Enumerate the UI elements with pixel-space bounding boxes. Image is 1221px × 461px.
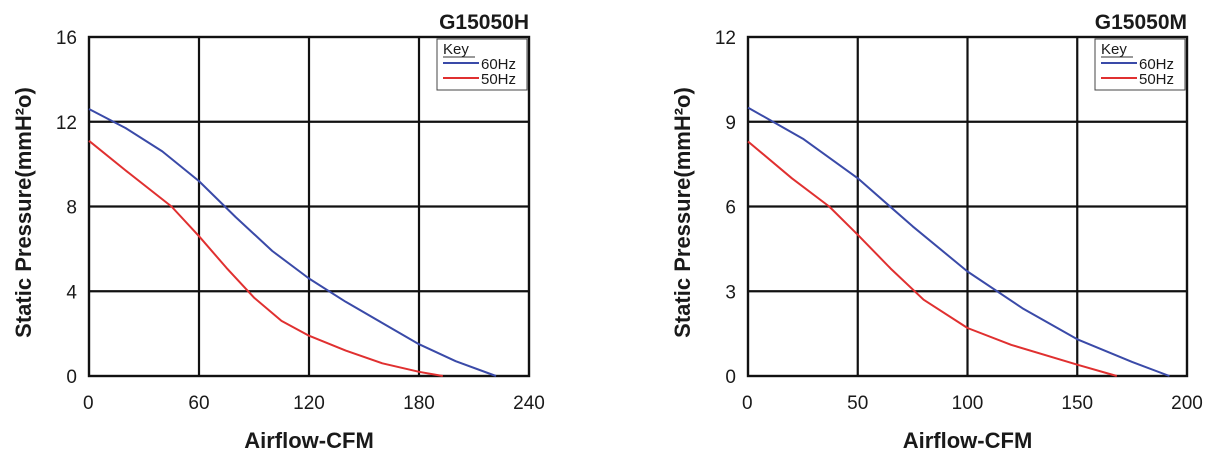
legend-box (436, 38, 528, 91)
y-tick-label: 6 (725, 198, 736, 219)
x-axis-label: Airflow-CFM (244, 428, 374, 453)
legend-title: Key (443, 41, 469, 58)
x-tick-label: 200 (1171, 393, 1203, 414)
y-axis-label: Static Pressure(mmH²o) (670, 87, 695, 338)
x-tick-label: 120 (293, 393, 325, 414)
y-tick-label: 0 (66, 367, 77, 388)
y-tick-label: 8 (66, 198, 77, 219)
chart-1: 0 4 8 12 16 0 60 120 180 240 G15050H Airflow-CFM Sta… (11, 11, 545, 453)
chart-title: G15050M (1095, 11, 1187, 34)
y-tick-label: 0 (725, 367, 736, 388)
chart-2: 0 3 6 9 12 0 50 100 150 200 G15050M Airflow-CFM Stat… (670, 11, 1203, 453)
series-line-60Hz (747, 106, 1170, 377)
legend-box (1094, 38, 1186, 91)
x-tick-label: 60 (188, 393, 209, 414)
x-tick-label: 0 (742, 393, 753, 414)
chart-title: G15050H (439, 11, 529, 34)
y-tick-label: 12 (715, 28, 736, 49)
legend-label-50Hz: 50Hz (481, 71, 516, 88)
series-line-60Hz (88, 108, 497, 377)
x-tick-label: 180 (403, 393, 435, 414)
x-axis-label: Airflow-CFM (903, 428, 1033, 453)
y-tick-label: 12 (56, 113, 77, 134)
y-tick-label: 16 (56, 28, 77, 49)
series-line-50Hz (88, 140, 443, 377)
legend-label-50Hz: 50Hz (1139, 71, 1174, 88)
y-axis-label: Static Pressure(mmH²o) (11, 87, 36, 338)
y-tick-label: 3 (725, 282, 736, 303)
plot-frame (746, 35, 1189, 378)
series-line-50Hz (747, 140, 1118, 377)
plot-frame (87, 35, 531, 378)
x-tick-label: 50 (847, 393, 868, 414)
x-tick-label: 100 (952, 393, 984, 414)
y-tick-label: 9 (725, 113, 736, 134)
x-tick-label: 240 (513, 393, 545, 414)
legend-label-60Hz: 60Hz (481, 56, 516, 73)
x-tick-label: 0 (83, 393, 94, 414)
x-tick-label: 150 (1061, 393, 1093, 414)
legend-title: Key (1101, 41, 1127, 58)
y-tick-label: 4 (66, 282, 77, 303)
legend-label-60Hz: 60Hz (1139, 56, 1174, 73)
